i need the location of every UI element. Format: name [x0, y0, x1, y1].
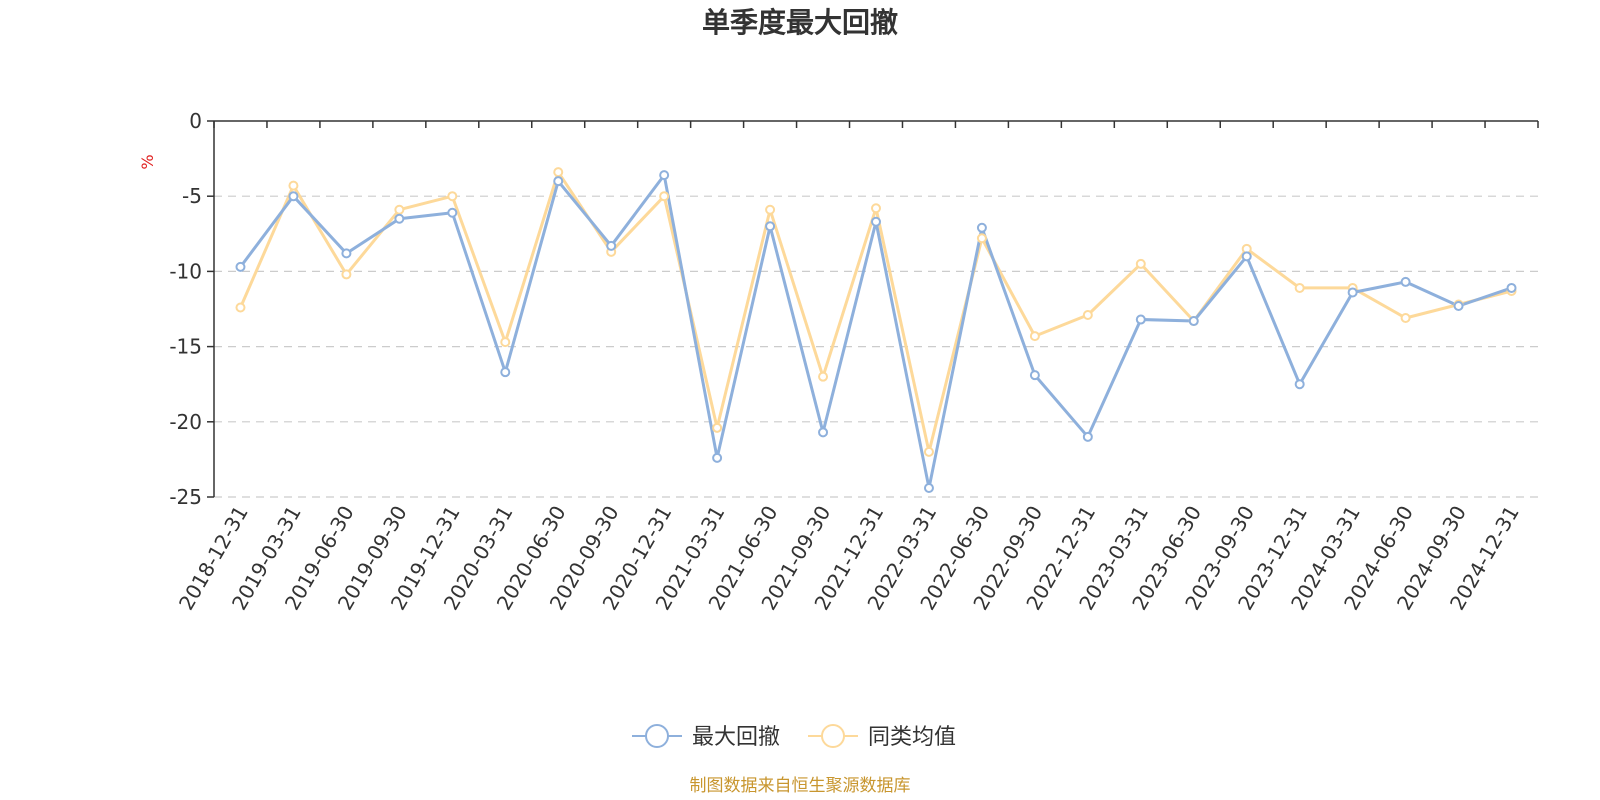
series-points [235, 167, 1517, 493]
data-point[interactable] [394, 204, 405, 215]
data-point[interactable] [1294, 379, 1305, 390]
data-point[interactable] [1082, 310, 1093, 321]
data-point[interactable] [447, 207, 458, 218]
data-point[interactable] [765, 204, 776, 215]
data-point[interactable] [288, 191, 299, 202]
axes: 0-5-10-15-20-252018-12-312019-03-312019-… [169, 109, 1539, 614]
data-point[interactable] [235, 302, 246, 313]
data-point[interactable] [659, 191, 670, 202]
y-tick-label: -20 [169, 410, 202, 434]
data-point[interactable] [1506, 282, 1517, 293]
data-point[interactable] [1029, 370, 1040, 381]
data-point[interactable] [1453, 300, 1464, 311]
data-point[interactable] [818, 427, 829, 438]
data-point[interactable] [712, 452, 723, 463]
data-point[interactable] [1241, 251, 1252, 262]
data-point[interactable] [1347, 287, 1358, 298]
data-source-note: 制图数据来自恒生聚源数据库 [690, 776, 911, 796]
data-point[interactable] [1082, 431, 1093, 442]
y-tick-label: -10 [169, 259, 202, 283]
legend-marker [645, 724, 669, 748]
data-point[interactable] [394, 213, 405, 224]
legend-label: 最大回撤 [692, 725, 780, 750]
data-point[interactable] [1400, 313, 1411, 324]
legend-label: 同类均值 [868, 725, 956, 750]
data-point[interactable] [1400, 276, 1411, 287]
data-point[interactable] [288, 180, 299, 191]
data-point[interactable] [923, 446, 934, 457]
legend-item[interactable]: 最大回撤 [632, 724, 780, 750]
data-point[interactable] [553, 176, 564, 187]
y-axis-unit: % [138, 154, 157, 169]
data-point[interactable] [500, 367, 511, 378]
data-point[interactable] [659, 170, 670, 181]
legend-item[interactable]: 同类均值 [808, 724, 956, 750]
data-point[interactable] [765, 221, 776, 232]
data-point[interactable] [1294, 282, 1305, 293]
data-point[interactable] [606, 240, 617, 251]
grid-lines [214, 195, 1538, 498]
y-tick-label: 0 [189, 109, 202, 133]
data-point[interactable] [976, 233, 987, 244]
data-point[interactable] [341, 248, 352, 259]
data-point[interactable] [235, 261, 246, 272]
legend[interactable]: 最大回撤 同类均值 [632, 724, 956, 750]
data-point[interactable] [871, 203, 881, 214]
data-point[interactable] [341, 269, 352, 280]
data-point[interactable] [1029, 331, 1040, 342]
y-tick-label: -25 [169, 485, 202, 509]
data-point[interactable] [500, 337, 511, 348]
data-point[interactable] [553, 167, 564, 178]
data-point[interactable] [1135, 258, 1146, 269]
data-point[interactable] [712, 422, 723, 433]
chart-title: 单季度最大回撤 [702, 6, 898, 39]
data-point[interactable] [447, 191, 458, 202]
data-point[interactable] [818, 371, 829, 382]
y-tick-label: -15 [169, 335, 202, 359]
data-point[interactable] [976, 222, 987, 233]
data-point[interactable] [1135, 314, 1146, 325]
data-point[interactable] [923, 482, 934, 493]
data-point[interactable] [1188, 316, 1199, 327]
data-point[interactable] [871, 216, 881, 227]
y-tick-label: -5 [182, 184, 202, 208]
legend-marker [821, 724, 845, 748]
